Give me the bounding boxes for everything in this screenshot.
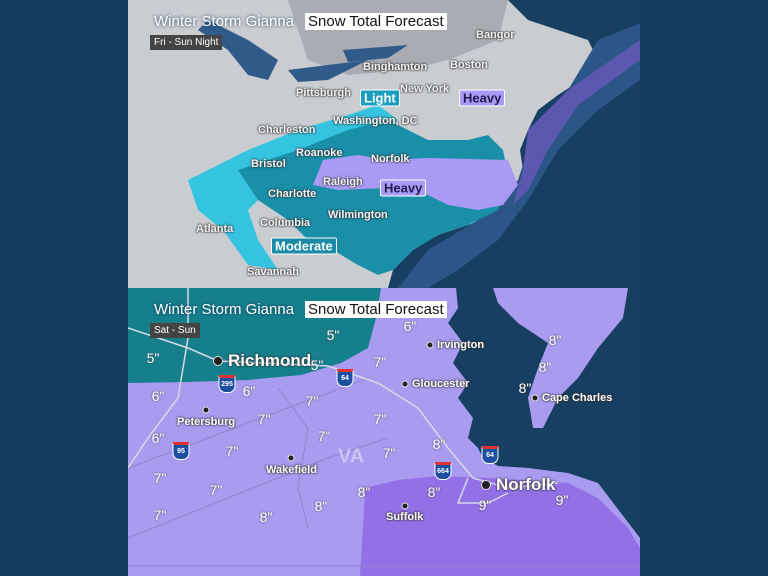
- city-label: Binghamton: [363, 61, 428, 73]
- city-dot: [481, 480, 491, 490]
- snow-amount: 8": [432, 436, 446, 452]
- city-label: Roanoke: [296, 147, 343, 159]
- city-label-cape-charles: Cape Charles: [542, 392, 613, 404]
- snow-amount: 7": [382, 445, 396, 461]
- city-label-richmond: Richmond: [228, 351, 312, 370]
- great-lakes: [288, 60, 368, 82]
- great-lakes: [343, 45, 408, 62]
- city-label-suffolk: Suffolk: [386, 511, 424, 523]
- forecast-title: Snow Total Forecast: [305, 301, 447, 318]
- snow-amount: 6": [403, 318, 417, 334]
- county-lines: [128, 377, 640, 567]
- snow-forecast-map-sat-sun: Winter Storm Gianna Snow Total Forecast …: [128, 288, 640, 576]
- snow-amount: 8": [357, 484, 371, 500]
- snow-amount: 7": [153, 507, 167, 523]
- city-label: Boston: [450, 59, 488, 71]
- snow-amount: 5": [326, 327, 340, 343]
- snow-amount: 8": [518, 380, 532, 396]
- snow-amount: 6": [242, 383, 256, 399]
- heavy-offshore: [513, 40, 640, 205]
- city-dot: [426, 341, 434, 349]
- forecast-title: Snow Total Forecast: [305, 13, 447, 30]
- city-dot: [401, 502, 409, 510]
- interstate-64-shield: 64: [336, 369, 354, 387]
- city-label: Wilmington: [328, 209, 388, 221]
- state-label: VA: [337, 445, 365, 468]
- city-label-wakefield: Wakefield: [266, 464, 317, 476]
- snow-amount: 7": [209, 482, 223, 498]
- 9-inch-zone: [360, 476, 640, 576]
- city-label-norfolk: Norfolk: [496, 475, 556, 494]
- city-label: Charleston: [258, 124, 316, 136]
- city-dot: [287, 454, 295, 462]
- snow-forecast-map-fri-sun: Winter Storm Gianna Snow Total Forecast …: [128, 0, 640, 288]
- snow-amount: 8": [548, 332, 562, 348]
- map-bottom-background: [128, 288, 640, 576]
- forecast-period: Fri - Sun Night: [150, 35, 223, 50]
- city-label: New York: [400, 83, 450, 95]
- light-snow-badge: Light: [360, 89, 400, 107]
- city-label: Charlotte: [268, 188, 317, 200]
- city-label: Columbia: [260, 217, 311, 229]
- storm-name: Winter Storm Gianna: [154, 301, 295, 318]
- city-label: Bristol: [251, 158, 286, 170]
- snow-amount: 8": [259, 509, 273, 525]
- snow-amount: 7": [373, 354, 387, 370]
- city-label: Washington, DC: [333, 115, 418, 127]
- city-label: Raleigh: [323, 176, 363, 188]
- interstate-664-shield: 664: [434, 462, 452, 480]
- snow-amount: 7": [317, 428, 331, 444]
- snow-amount: 5": [310, 357, 324, 373]
- forecast-period: Sat - Sun: [150, 323, 200, 338]
- city-dot: [531, 394, 539, 402]
- interstate-64-shield: 64: [481, 446, 499, 464]
- snow-amount: 5": [146, 350, 160, 366]
- eastern-shore: [493, 288, 628, 428]
- snow-amount: 6": [151, 430, 165, 446]
- city-label-gloucester: Gloucester: [412, 378, 470, 390]
- snow-amount: 7": [225, 443, 239, 459]
- snow-amount: 7": [257, 411, 271, 427]
- snow-amount: 7": [373, 411, 387, 427]
- city-label-petersburg: Petersburg: [177, 416, 236, 428]
- snow-amount: 9": [478, 497, 492, 513]
- snow-amount: 7": [305, 393, 319, 409]
- snow-amount: 8": [314, 498, 328, 514]
- snow-amount: 7": [153, 470, 167, 486]
- city-label: Norfolk: [371, 153, 410, 165]
- moderate-snow-badge: Moderate: [271, 237, 337, 255]
- city-label: Atlanta: [196, 223, 234, 235]
- heavy-snow-badge: Heavy: [380, 179, 427, 197]
- city-label: Savannah: [247, 266, 299, 278]
- city-dot: [401, 380, 409, 388]
- city-label-irvington: Irvington: [437, 339, 485, 351]
- snow-amount: 8": [427, 484, 441, 500]
- heavy-snow-badge: Heavy: [459, 89, 506, 107]
- snow-amount: 8": [538, 359, 552, 375]
- city-dot: [202, 406, 210, 414]
- city-dot: [213, 356, 223, 366]
- city-label: Bangor: [476, 29, 515, 41]
- city-label: Pittsburgh: [296, 87, 351, 99]
- snow-amount: 6": [151, 388, 165, 404]
- interstate-95-shield: 95: [172, 442, 190, 460]
- storm-name: Winter Storm Gianna: [154, 13, 295, 30]
- snow-amount: 9": [555, 492, 569, 508]
- interstate-295-shield: 295: [218, 375, 236, 393]
